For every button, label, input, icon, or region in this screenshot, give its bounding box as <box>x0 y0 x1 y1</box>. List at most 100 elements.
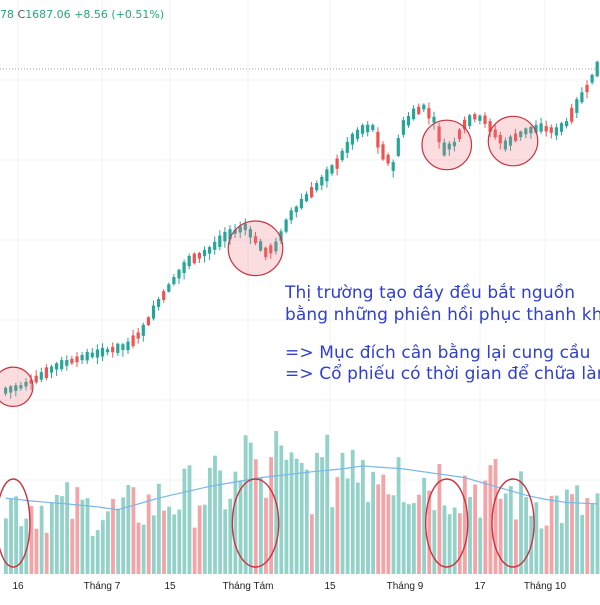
candle-16 <box>85 348 89 365</box>
candle-body-82 <box>422 104 426 110</box>
candle-19 <box>100 343 105 362</box>
candle-64 <box>330 163 334 176</box>
candle-74 <box>381 141 385 161</box>
volume-bar-86 <box>442 505 447 574</box>
ohlc-readout: 78 C1687.06 +8.56 (+0.51%) <box>0 8 164 21</box>
volume-bar-75 <box>386 494 391 574</box>
candle-44 <box>228 225 232 246</box>
volume-ma-line <box>5 465 598 511</box>
candle-body-63 <box>325 169 329 182</box>
volume-bar-20 <box>106 511 110 574</box>
candle-body-27 <box>141 324 145 336</box>
candle-30 <box>157 296 161 311</box>
volume-bar-60 <box>310 514 314 574</box>
candle-94 <box>483 112 487 128</box>
candle-40 <box>208 245 212 260</box>
x-tick-label-1: Tháng 7 <box>84 581 121 592</box>
volume-bar-4 <box>24 518 29 574</box>
candle-body-47 <box>243 223 247 231</box>
volume-bar-16 <box>85 498 90 574</box>
candle-6 <box>34 370 38 385</box>
candle-39 <box>202 246 207 263</box>
candle-body-17 <box>90 352 94 358</box>
candle-body-10 <box>55 363 59 370</box>
volume-bar-17 <box>90 536 95 574</box>
candle-body-22 <box>116 343 120 353</box>
candle-11 <box>60 356 64 372</box>
volume-bar-92 <box>473 484 477 574</box>
candle-46 <box>238 221 242 238</box>
volume-bar-96 <box>493 458 498 574</box>
candle-72 <box>371 123 375 132</box>
x-tick-label-0: 16 <box>12 581 24 592</box>
candle-75 <box>386 152 390 166</box>
candle-23 <box>121 342 125 357</box>
candle-116 <box>595 60 599 78</box>
volume-bar-50 <box>259 477 263 574</box>
candle-8 <box>44 364 48 381</box>
candle-85 <box>437 122 441 149</box>
candle-25 <box>131 330 135 349</box>
candle-15 <box>80 351 84 365</box>
candle-body-78 <box>401 120 405 135</box>
candle-body-95 <box>488 121 492 132</box>
candle-98 <box>503 137 507 152</box>
candle-body-57 <box>294 206 298 213</box>
candle-86 <box>442 138 446 157</box>
candle-body-88 <box>452 141 456 147</box>
candle-63 <box>325 166 329 188</box>
volume-bar-57 <box>294 458 299 574</box>
volume-bar-89 <box>457 513 462 574</box>
volume-bar-48 <box>248 442 253 574</box>
volume-bar-45 <box>233 471 238 574</box>
candle-body-2 <box>14 385 18 391</box>
candle-61 <box>315 180 319 193</box>
volume-bar-34 <box>177 509 182 574</box>
volume-bar-33 <box>172 514 177 574</box>
candle-68 <box>350 132 354 150</box>
volume-bar-105 <box>539 528 544 574</box>
candle-58 <box>299 193 303 210</box>
volume-bar-79 <box>406 504 411 574</box>
candle-body-9 <box>49 366 54 373</box>
volume-bars <box>4 430 600 574</box>
candle-body-99 <box>508 136 513 146</box>
candle-body-70 <box>361 125 365 134</box>
candle-body-112 <box>575 99 579 113</box>
candle-body-23 <box>121 344 125 350</box>
candle-body-12 <box>65 359 69 366</box>
candle-body-96 <box>493 129 497 138</box>
candle-body-89 <box>457 129 462 140</box>
candle-body-94 <box>483 115 487 124</box>
volume-bar-85 <box>437 464 442 574</box>
volume-bar-82 <box>422 477 426 574</box>
volume-bar-61 <box>315 452 319 574</box>
candle-body-77 <box>396 138 400 156</box>
candle-body-104 <box>534 125 538 133</box>
candle-5 <box>29 374 33 391</box>
volume-bar-24 <box>126 485 131 574</box>
candle-body-67 <box>345 141 349 153</box>
volume-bar-30 <box>157 483 161 574</box>
volume-bar-99 <box>508 486 513 574</box>
candle-59 <box>304 191 309 203</box>
candle-73 <box>376 127 380 154</box>
volume-bar-76 <box>391 495 396 574</box>
candle-113 <box>580 87 584 104</box>
volume-bar-102 <box>524 497 528 574</box>
candle-14 <box>75 352 79 368</box>
candle-body-101 <box>519 131 523 138</box>
candle-47 <box>243 218 247 236</box>
candle-body-81 <box>417 106 421 115</box>
x-tick-label-7: Tháng 10 <box>524 581 567 592</box>
volume-bar-66 <box>340 452 345 574</box>
volume-bar-64 <box>330 507 335 574</box>
candle-body-84 <box>432 116 436 123</box>
volume-bar-42 <box>218 470 222 574</box>
volume-bar-23 <box>121 497 126 574</box>
volume-bar-37 <box>192 527 197 574</box>
volume-bar-73 <box>376 484 381 574</box>
volume-ma-path <box>5 465 598 511</box>
